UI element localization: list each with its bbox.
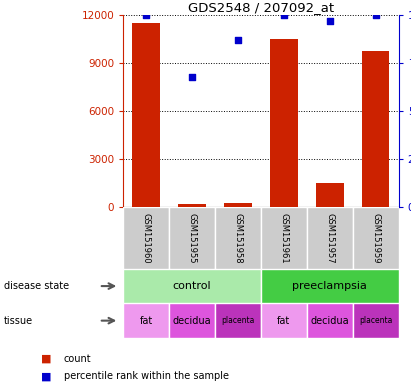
Text: GSM151960: GSM151960 xyxy=(142,213,151,263)
Text: ■: ■ xyxy=(41,371,52,381)
Bar xyxy=(362,51,390,207)
Text: fat: fat xyxy=(277,316,291,326)
Text: percentile rank within the sample: percentile rank within the sample xyxy=(64,371,229,381)
Point xyxy=(235,37,241,43)
Text: GSM151957: GSM151957 xyxy=(326,213,334,263)
Point xyxy=(326,18,333,24)
Bar xyxy=(307,207,353,269)
Text: placenta: placenta xyxy=(359,316,393,325)
Text: GSM151959: GSM151959 xyxy=(371,213,380,263)
Bar xyxy=(132,23,160,207)
Point xyxy=(281,12,287,18)
Text: decidua: decidua xyxy=(173,316,211,326)
Bar xyxy=(353,303,399,338)
Text: disease state: disease state xyxy=(4,281,69,291)
Text: preeclampsia: preeclampsia xyxy=(292,281,367,291)
Title: GDS2548 / 207092_at: GDS2548 / 207092_at xyxy=(188,1,334,14)
Text: GSM151958: GSM151958 xyxy=(233,213,242,263)
Bar xyxy=(316,184,344,207)
Bar xyxy=(169,303,215,338)
Text: tissue: tissue xyxy=(4,316,33,326)
Point xyxy=(143,12,150,18)
Text: placenta: placenta xyxy=(222,316,255,325)
Bar xyxy=(261,207,307,269)
Bar xyxy=(178,204,206,207)
Bar xyxy=(307,303,353,338)
Point xyxy=(372,12,379,18)
Bar xyxy=(261,269,399,303)
Bar xyxy=(123,303,169,338)
Bar xyxy=(169,207,215,269)
Bar xyxy=(123,207,169,269)
Text: decidua: decidua xyxy=(311,316,349,326)
Text: control: control xyxy=(173,281,211,291)
Bar xyxy=(353,207,399,269)
Text: GSM151955: GSM151955 xyxy=(188,213,196,263)
Text: ■: ■ xyxy=(41,354,52,364)
Bar xyxy=(215,303,261,338)
Point xyxy=(189,74,195,80)
Bar xyxy=(270,40,298,207)
Text: GSM151961: GSM151961 xyxy=(279,213,289,263)
Text: fat: fat xyxy=(140,316,153,326)
Text: count: count xyxy=(64,354,91,364)
Bar xyxy=(261,303,307,338)
Bar xyxy=(224,204,252,207)
Bar xyxy=(123,269,261,303)
Bar xyxy=(215,207,261,269)
